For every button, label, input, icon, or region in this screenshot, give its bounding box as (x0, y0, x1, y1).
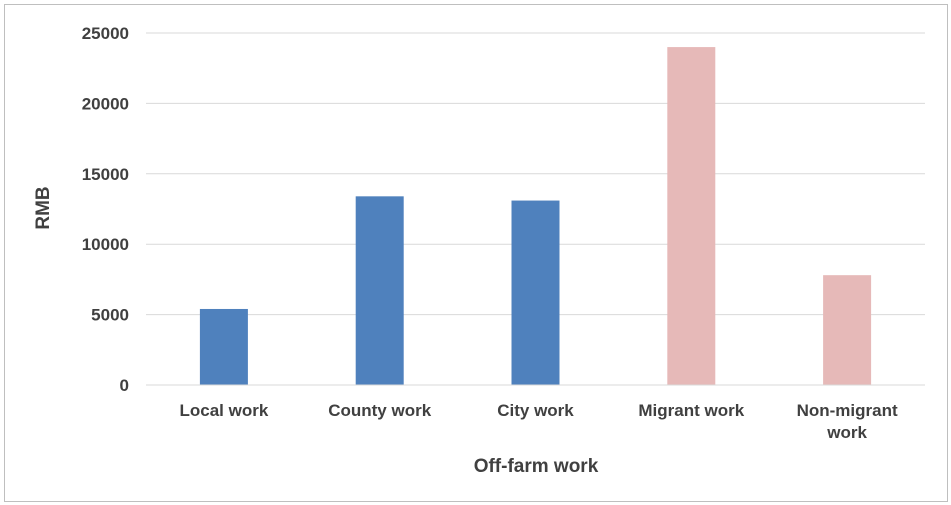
x-tick-label: Local work (179, 401, 268, 420)
x-tick-label: Non-migrant work (797, 401, 898, 442)
y-tick-label: 15000 (82, 165, 129, 184)
bar-non-migrant-work (823, 275, 872, 385)
y-tick-label: 10000 (82, 235, 129, 254)
y-tick-labels: 0 5000 10000 15000 20000 25000 (82, 24, 129, 395)
y-tick-label: 20000 (82, 94, 129, 113)
bars (199, 47, 872, 385)
x-axis-title: Off-farm work (474, 456, 599, 477)
x-tick-label: County work (328, 401, 431, 420)
y-tick-label: 0 (120, 376, 129, 395)
x-tick-label: Migrant work (638, 401, 744, 420)
y-tick-label: 25000 (82, 24, 129, 43)
bar-city-work (511, 200, 560, 385)
chart-frame (4, 4, 948, 502)
bar-migrant-work (667, 47, 716, 385)
y-axis-title: RMB (33, 186, 54, 229)
y-tick-label: 5000 (91, 306, 129, 325)
x-tick-label: City work (497, 401, 574, 420)
bar-local-work (199, 308, 248, 385)
bar-county-work (355, 196, 404, 385)
x-tick-labels: Local work County work City work Migrant wo… (179, 401, 897, 442)
